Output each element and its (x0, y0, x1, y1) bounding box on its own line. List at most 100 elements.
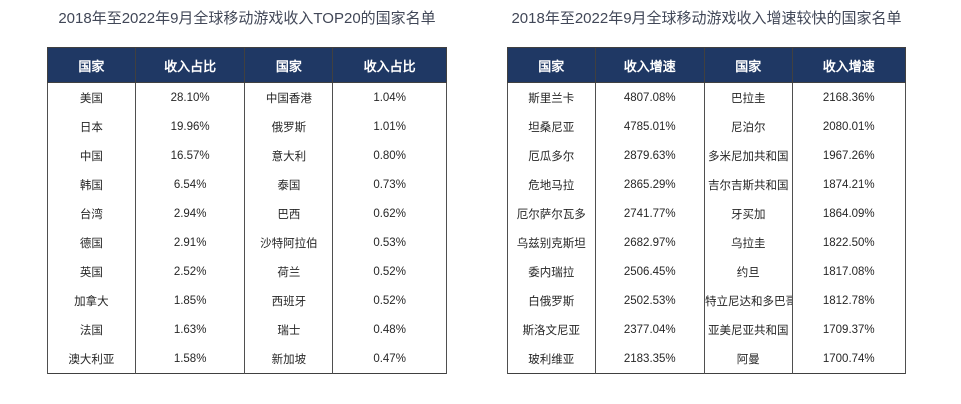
value-cell: 0.52% (332, 286, 447, 315)
country-cell: 乌兹别克斯坦 (507, 228, 596, 257)
value-cell: 2183.35% (594, 344, 705, 374)
country-cell: 美国 (47, 82, 136, 112)
country-cell: 厄尔萨尔瓦多 (507, 199, 596, 228)
value-cell: 1874.21% (791, 170, 907, 199)
country-cell: 荷兰 (244, 257, 334, 286)
value-cell: 2879.63% (594, 141, 705, 170)
value-cell: 1822.50% (791, 228, 907, 257)
table-row: 白俄罗斯 2502.53% 特立尼达和多巴哥 1812.78% (507, 286, 907, 315)
country-cell: 巴西 (244, 199, 334, 228)
country-cell: 亚美尼亚共和国 (703, 315, 793, 344)
country-cell: 澳大利亚 (47, 344, 136, 374)
table-section-revenue-growth: 2018年至2022年9月全球移动游戏收入增速较快的国家名单 国家 收入增速 国家收… (507, 0, 907, 374)
value-cell: 2506.45% (594, 257, 705, 286)
value-cell: 2168.36% (791, 82, 907, 112)
value-cell: 2.94% (134, 199, 246, 228)
country-cell: 英国 (47, 257, 136, 286)
value-cell: 0.80% (332, 141, 447, 170)
table-body: 美国 28.10% 中国香港 1.04% 日本 19.96% 俄罗斯 1.01% 中国 16.57… (47, 82, 447, 374)
table-row: 加拿大 1.85% 西班牙 0.52% (47, 286, 447, 315)
country-cell: 斯洛文尼亚 (507, 315, 596, 344)
value-cell: 6.54% (134, 170, 246, 199)
value-cell: 16.57% (134, 141, 246, 170)
table-row: 坦桑尼亚 4785.01% 尼泊尔 2080.01% (507, 112, 907, 141)
country-cell: 瑞士 (244, 315, 334, 344)
country-cell: 玻利维亚 (507, 344, 596, 374)
value-cell: 4785.01% (594, 112, 705, 141)
value-cell: 1700.74% (791, 344, 907, 374)
country-cell: 中国香港 (244, 82, 334, 112)
country-cell: 白俄罗斯 (507, 286, 596, 315)
value-cell: 1817.08% (791, 257, 907, 286)
value-cell: 1864.09% (791, 199, 907, 228)
table-row: 中国 16.57% 意大利 0.80% (47, 141, 447, 170)
country-cell: 多米尼加共和国 (703, 141, 793, 170)
country-cell: 德国 (47, 228, 136, 257)
value-cell: 2741.77% (594, 199, 705, 228)
value-cell: 0.48% (332, 315, 447, 344)
value-cell: 28.10% (134, 82, 246, 112)
country-cell: 巴拉圭 (703, 82, 793, 112)
country-cell: 委内瑞拉 (507, 257, 596, 286)
value-cell: 2865.29% (594, 170, 705, 199)
value-cell: 2502.53% (594, 286, 705, 315)
table-row: 斯洛文尼亚 2377.04% 亚美尼亚共和国 1709.37% (507, 315, 907, 344)
value-cell: 0.62% (332, 199, 447, 228)
column-header-0: 国家 (507, 47, 596, 83)
table-row: 英国 2.52% 荷兰 0.52% (47, 257, 447, 286)
column-header-3: 收入增速 (791, 47, 907, 83)
revenue-growth-table: 国家 收入增速 国家 收入增速 斯里兰卡 4807.08% 巴拉圭 2168.36% 坦桑尼亚… (507, 47, 907, 374)
country-cell: 加拿大 (47, 286, 136, 315)
value-cell: 0.47% (332, 344, 447, 374)
country-cell: 西班牙 (244, 286, 334, 315)
country-cell: 韩国 (47, 170, 136, 199)
country-cell: 厄瓜多尔 (507, 141, 596, 170)
country-cell: 吉尔吉斯共和国 (703, 170, 793, 199)
value-cell: 1812.78% (791, 286, 907, 315)
table-row: 厄尔萨尔瓦多 2741.77% 牙买加 1864.09% (507, 199, 907, 228)
table-row: 委内瑞拉 2506.45% 约旦 1817.08% (507, 257, 907, 286)
table-row: 日本 19.96% 俄罗斯 1.01% (47, 112, 447, 141)
country-cell: 坦桑尼亚 (507, 112, 596, 141)
value-cell: 2080.01% (791, 112, 907, 141)
value-cell: 1.58% (134, 344, 246, 374)
column-header-2: 国家 (703, 47, 793, 83)
value-cell: 0.53% (332, 228, 447, 257)
column-header-0: 国家 (47, 47, 136, 83)
value-cell: 1.01% (332, 112, 447, 141)
table-row: 韩国 6.54% 泰国 0.73% (47, 170, 447, 199)
table-header: 国家 收入占比 国家 收入占比 (47, 47, 447, 83)
country-cell: 牙买加 (703, 199, 793, 228)
column-header-1: 收入增速 (594, 47, 705, 83)
country-cell: 俄罗斯 (244, 112, 334, 141)
table-header: 国家 收入增速 国家 收入增速 (507, 47, 907, 83)
country-cell: 意大利 (244, 141, 334, 170)
header-row: 国家 收入占比 国家 收入占比 (47, 47, 447, 83)
table-row: 澳大利亚 1.58% 新加坡 0.47% (47, 344, 447, 374)
revenue-share-table: 国家 收入占比 国家 收入占比 美国 28.10% 中国香港 1.04% 日本 19.96% 俄罗… (47, 47, 447, 374)
value-cell: 1.04% (332, 82, 447, 112)
country-cell: 台湾 (47, 199, 136, 228)
value-cell: 0.52% (332, 257, 447, 286)
country-cell: 日本 (47, 112, 136, 141)
value-cell: 0.73% (332, 170, 447, 199)
country-cell: 法国 (47, 315, 136, 344)
header-row: 国家 收入增速 国家 收入增速 (507, 47, 907, 83)
country-cell: 约旦 (703, 257, 793, 286)
value-cell: 19.96% (134, 112, 246, 141)
country-cell: 特立尼达和多巴哥 (703, 286, 793, 315)
column-header-3: 收入占比 (332, 47, 447, 83)
table-row: 美国 28.10% 中国香港 1.04% (47, 82, 447, 112)
value-cell: 2.52% (134, 257, 246, 286)
country-cell: 尼泊尔 (703, 112, 793, 141)
country-cell: 中国 (47, 141, 136, 170)
table-row: 台湾 2.94% 巴西 0.62% (47, 199, 447, 228)
table-row: 斯里兰卡 4807.08% 巴拉圭 2168.36% (507, 82, 907, 112)
value-cell: 1.63% (134, 315, 246, 344)
table-section-revenue-share: 2018年至2022年9月全球移动游戏收入TOP20的国家名单 国家 收入占比 国家… (47, 0, 447, 374)
table-body: 斯里兰卡 4807.08% 巴拉圭 2168.36% 坦桑尼亚 4785.01% 尼泊尔 20… (507, 82, 907, 374)
country-cell: 沙特阿拉伯 (244, 228, 334, 257)
column-header-2: 国家 (244, 47, 334, 83)
value-cell: 1.85% (134, 286, 246, 315)
table-row: 危地马拉 2865.29% 吉尔吉斯共和国 1874.21% (507, 170, 907, 199)
